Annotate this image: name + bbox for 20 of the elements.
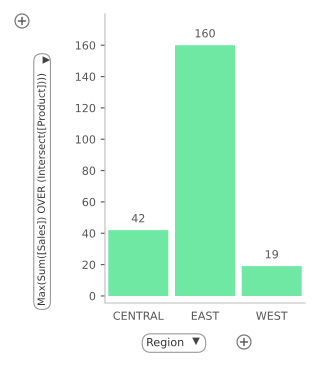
y-tick-label: 160 (76, 41, 96, 50)
y-axis-title: Max(Sum([Sales]) OVER (Intersect([Product]))) (37, 74, 46, 305)
y-tick-label: 60 (82, 198, 96, 206)
bar (174, 45, 236, 296)
x-tick-label: WEST (256, 312, 288, 320)
bar (242, 266, 302, 296)
y-tick-label: 100 (76, 135, 96, 144)
x-tick-label: EAST (192, 312, 220, 320)
bar (108, 230, 168, 296)
y-tick-label: 120 (76, 104, 96, 112)
data-label: 19 (266, 250, 278, 258)
data-label: 42 (132, 214, 144, 222)
x-axis-title: Region (147, 338, 184, 348)
y-tick-label: 80 (82, 166, 96, 175)
y-tick-label: 0 (90, 292, 96, 300)
y-tick-label: 40 (82, 229, 96, 238)
y-tick-label: 140 (76, 72, 96, 81)
y-tick-label: 20 (82, 260, 96, 269)
data-label: 160 (196, 29, 215, 38)
x-tick-label: CENTRAL (113, 312, 164, 320)
